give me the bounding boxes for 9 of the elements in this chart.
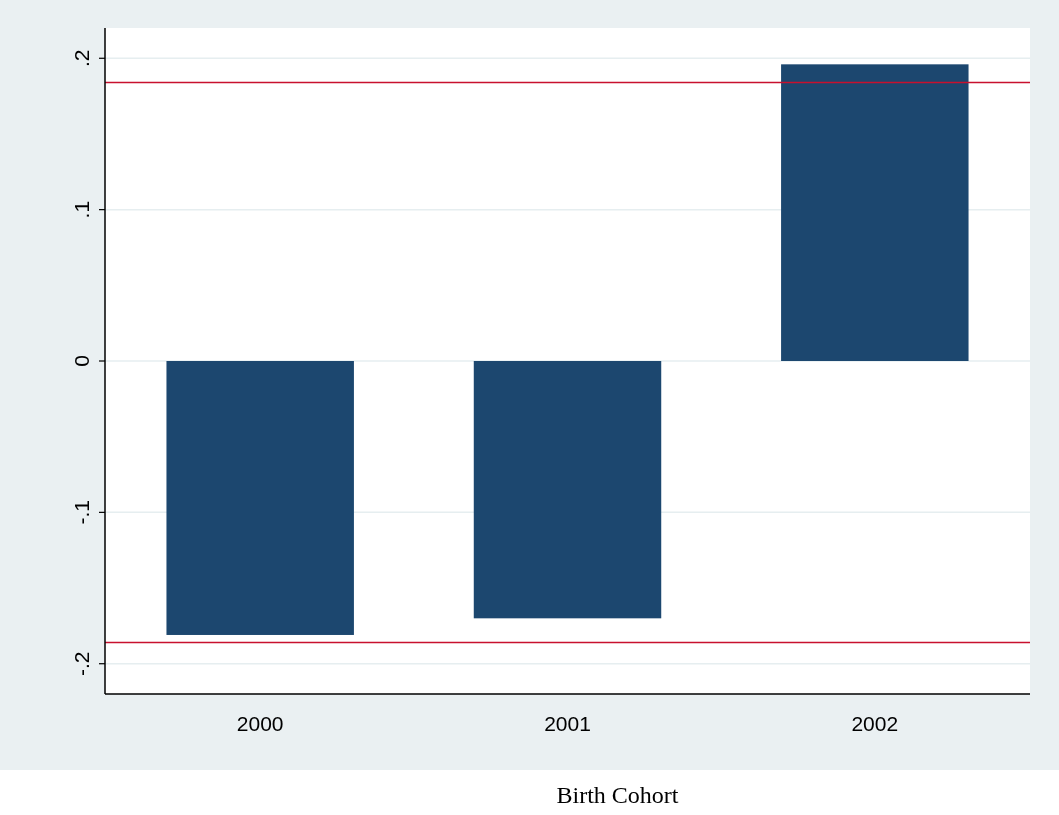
- x-tick-label: 2002: [851, 712, 899, 735]
- y-tick-label: .1: [70, 200, 93, 219]
- y-tick-label: -.2: [70, 651, 93, 676]
- x-tick-label: 2000: [236, 712, 284, 735]
- y-tick-label: 0: [70, 355, 93, 367]
- x-tick-label: 2001: [544, 712, 591, 735]
- x-axis-title: Birth Cohort: [556, 782, 679, 808]
- y-tick-label: .2: [70, 49, 93, 68]
- y-tick-label: -.1: [70, 500, 93, 525]
